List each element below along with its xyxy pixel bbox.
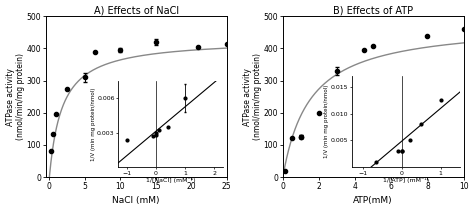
Y-axis label: ATPase activity
(nmol/min/mg protein): ATPase activity (nmol/min/mg protein): [6, 53, 25, 140]
Title: A) Effects of NaCl: A) Effects of NaCl: [94, 5, 179, 16]
X-axis label: ATP(mM): ATP(mM): [354, 196, 393, 206]
Title: B) Effects of ATP: B) Effects of ATP: [333, 5, 413, 16]
X-axis label: NaCl (mM): NaCl (mM): [112, 196, 160, 206]
Y-axis label: ATPase activity
(nmol/min/mg protein): ATPase activity (nmol/min/mg protein): [243, 53, 262, 140]
